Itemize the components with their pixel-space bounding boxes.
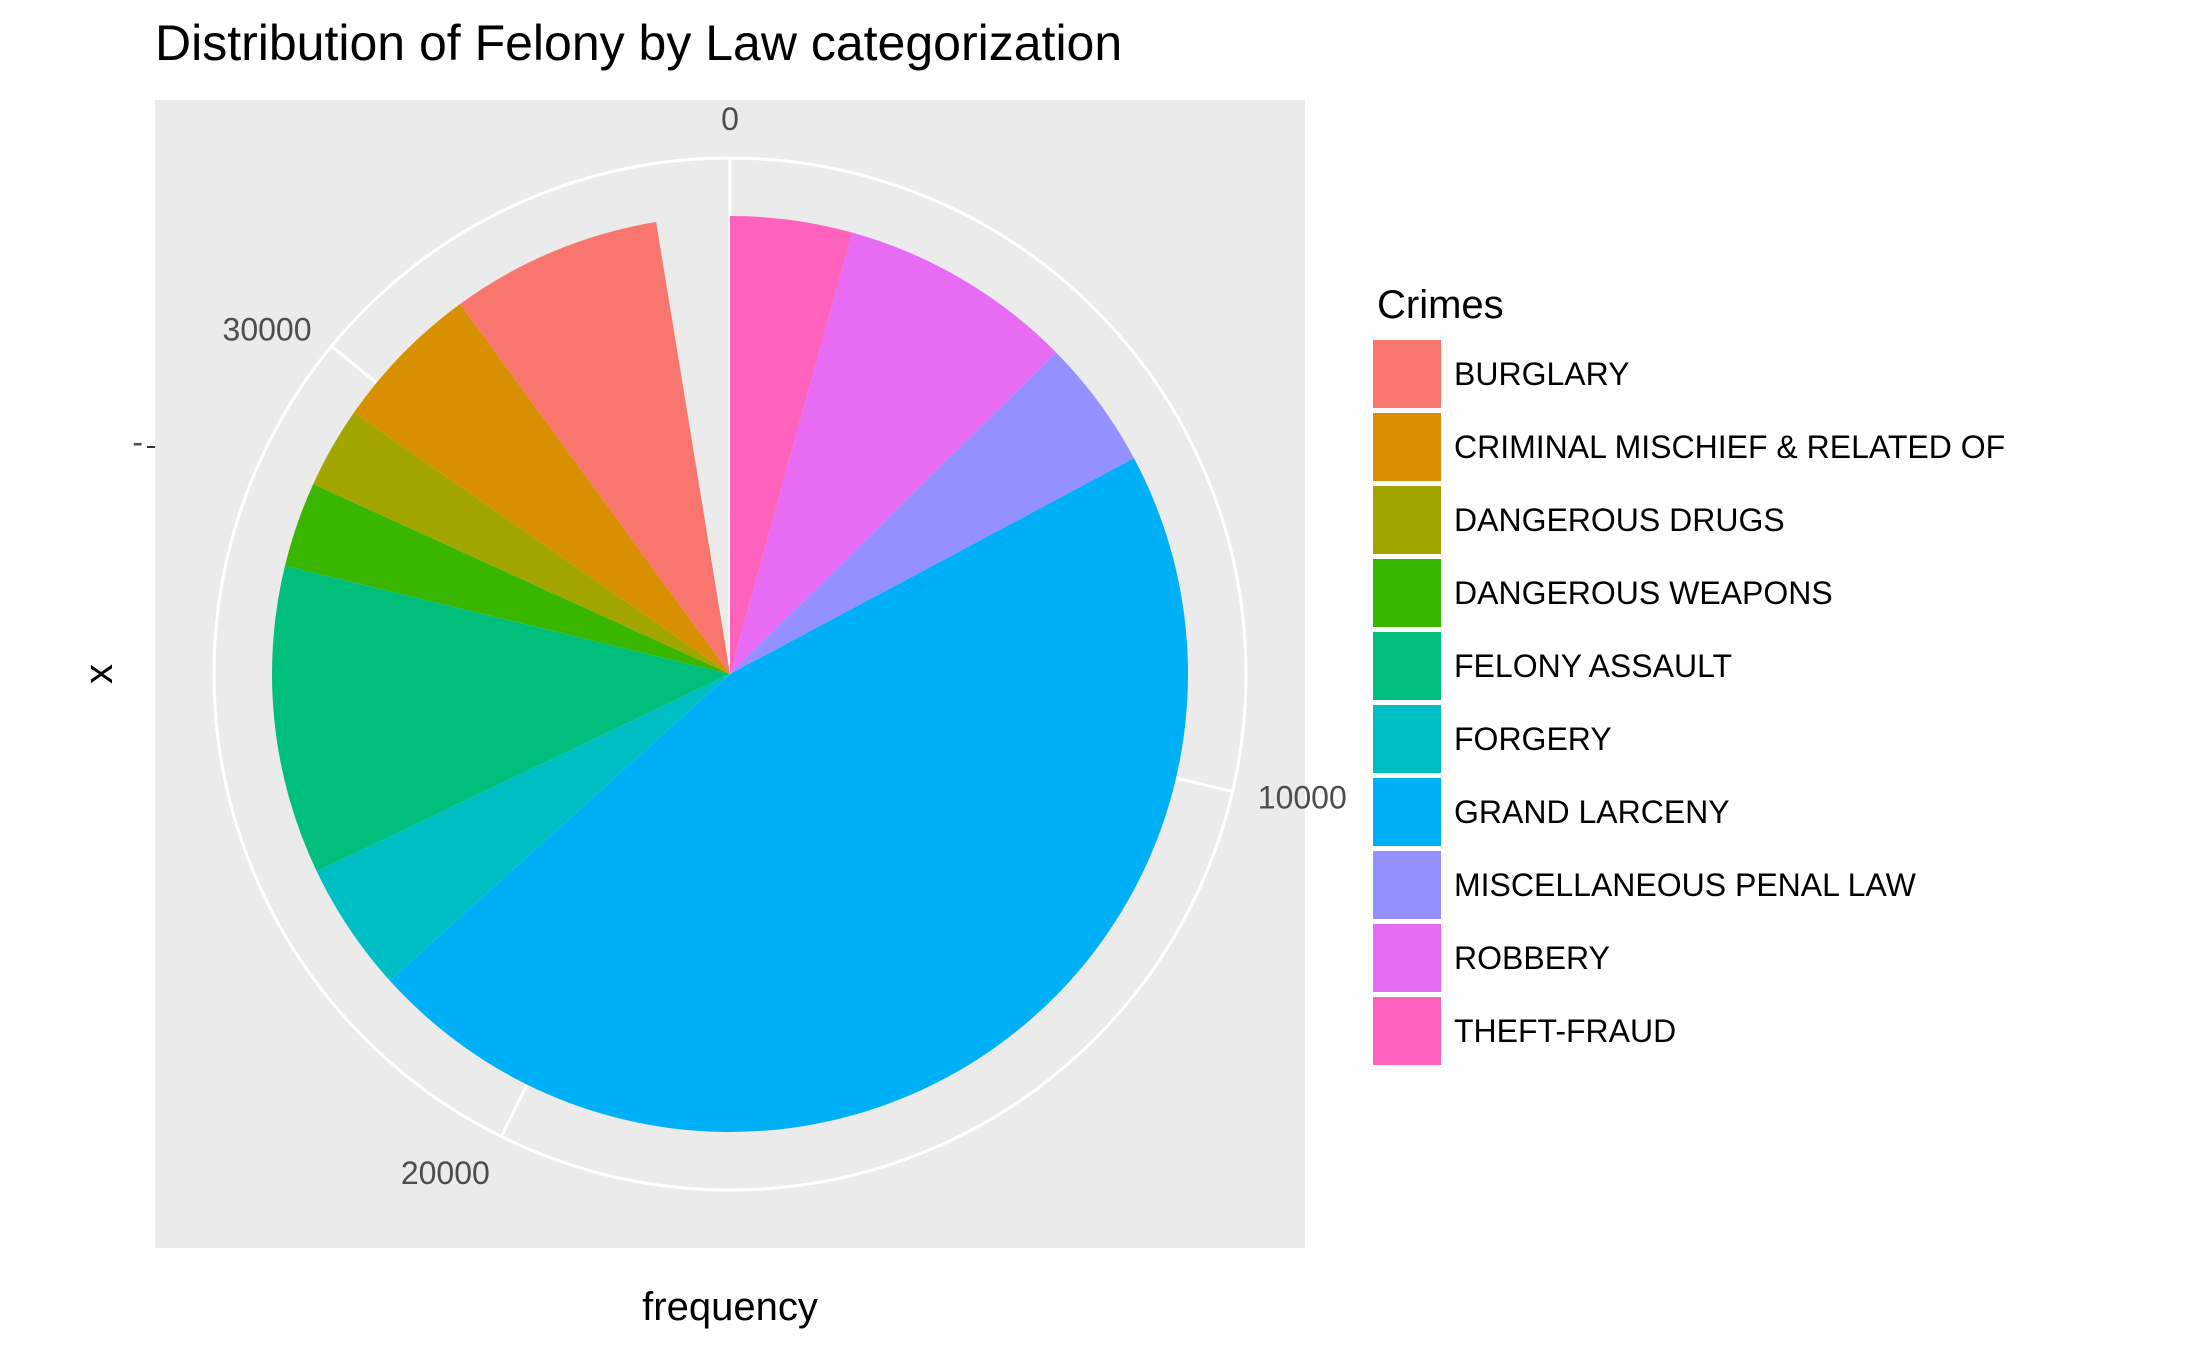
slice-robbery [730, 232, 1057, 674]
theta-tick-label: 10000 [1258, 779, 1347, 815]
theta-tick-label: 20000 [401, 1155, 490, 1191]
slice-theft-fraud [730, 216, 853, 674]
legend-label-criminal-mischief-related-of: CRIMINAL MISCHIEF & RELATED OF [1454, 429, 2005, 465]
legend-key-robbery [1373, 924, 1441, 992]
theta-tick-label: 30000 [223, 312, 312, 348]
slice-miscellaneous-penal-law [730, 352, 1134, 674]
slice-felony-assault [272, 565, 730, 872]
legend-label-dangerous-weapons: DANGEROUS WEAPONS [1454, 575, 1833, 611]
legend-key-dangerous-weapons [1373, 559, 1441, 627]
legend-label-dangerous-drugs: DANGEROUS DRUGS [1454, 502, 1785, 538]
legend-label-burglary: BURGLARY [1454, 356, 1629, 392]
slice-forgery [316, 674, 730, 981]
slice-grand-larceny [389, 458, 1189, 1133]
theta-ticks: 0 10000 20000 30000 [223, 101, 1347, 1191]
legend-key-criminal-mischief-related-of [1373, 413, 1441, 481]
legend-key-miscellaneous-penal-law [1373, 851, 1441, 919]
legend-key-forgery [1373, 705, 1441, 773]
legend-label-forgery: FORGERY [1454, 721, 1612, 757]
legend-label-robbery: ROBBERY [1454, 940, 1610, 976]
legend-label-miscellaneous-penal-law: MISCELLANEOUS PENAL LAW [1454, 867, 1917, 903]
legend: BURGLARY CRIMINAL MISCHIEF & RELATED OF DA… [1373, 340, 2005, 1065]
pie-slices [272, 216, 1189, 1133]
slice-dangerous-weapons [284, 484, 730, 674]
legend-key-dangerous-drugs [1373, 486, 1441, 554]
legend-title: Crimes [1377, 283, 1504, 327]
legend-key-theft-fraud [1373, 997, 1441, 1065]
x-axis-label: frequency [642, 1285, 818, 1329]
chart-title: Distribution of Felony by Law categoriza… [155, 15, 1122, 71]
legend-key-felony-assault [1373, 632, 1441, 700]
legend-label-grand-larceny: GRAND LARCENY [1454, 794, 1730, 830]
slice-burglary [460, 221, 730, 674]
slice-dangerous-drugs [313, 412, 730, 674]
slice-criminal-mischief-related-of [353, 303, 730, 674]
legend-key-grand-larceny [1373, 778, 1441, 846]
theta-tick-label: 0 [721, 101, 739, 137]
legend-key-burglary [1373, 340, 1441, 408]
y-axis-label: x [77, 664, 121, 684]
y-tick-label: - [132, 424, 143, 460]
legend-label-felony-assault: FELONY ASSAULT [1454, 648, 1732, 684]
legend-label-theft-fraud: THEFT-FRAUD [1454, 1013, 1676, 1049]
